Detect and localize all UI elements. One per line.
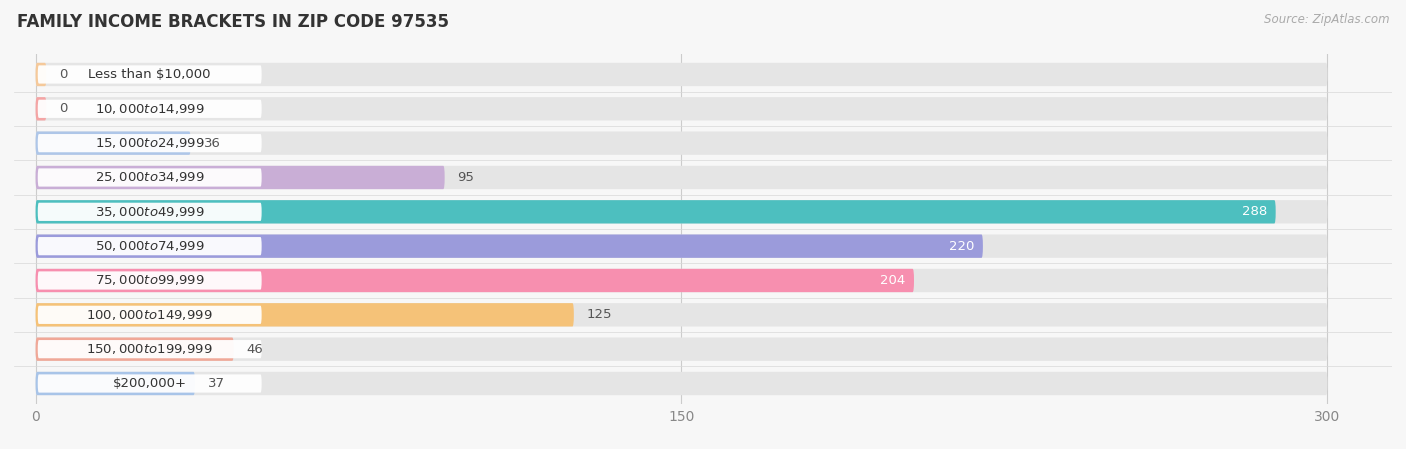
FancyBboxPatch shape: [38, 168, 262, 187]
FancyBboxPatch shape: [35, 372, 1327, 395]
FancyBboxPatch shape: [35, 200, 1327, 224]
Text: $200,000+: $200,000+: [112, 377, 187, 390]
FancyBboxPatch shape: [35, 97, 1327, 120]
FancyBboxPatch shape: [35, 97, 46, 120]
FancyBboxPatch shape: [38, 66, 262, 84]
FancyBboxPatch shape: [35, 132, 1327, 155]
Text: 125: 125: [586, 308, 612, 321]
Text: 95: 95: [457, 171, 474, 184]
FancyBboxPatch shape: [35, 234, 983, 258]
Text: 288: 288: [1241, 205, 1267, 218]
Text: 204: 204: [880, 274, 905, 287]
Text: 46: 46: [246, 343, 263, 356]
FancyBboxPatch shape: [35, 166, 1327, 189]
FancyBboxPatch shape: [35, 338, 1327, 361]
FancyBboxPatch shape: [35, 234, 1327, 258]
FancyBboxPatch shape: [38, 374, 262, 392]
FancyBboxPatch shape: [38, 340, 262, 358]
FancyBboxPatch shape: [38, 306, 262, 324]
FancyBboxPatch shape: [38, 100, 262, 118]
FancyBboxPatch shape: [35, 303, 574, 326]
FancyBboxPatch shape: [35, 269, 1327, 292]
Text: $50,000 to $74,999: $50,000 to $74,999: [94, 239, 204, 253]
FancyBboxPatch shape: [35, 166, 444, 189]
Text: $100,000 to $149,999: $100,000 to $149,999: [86, 308, 212, 322]
FancyBboxPatch shape: [38, 237, 262, 255]
Text: 36: 36: [204, 136, 221, 150]
Text: $15,000 to $24,999: $15,000 to $24,999: [94, 136, 204, 150]
Text: $10,000 to $14,999: $10,000 to $14,999: [94, 102, 204, 116]
Text: 37: 37: [208, 377, 225, 390]
Text: $75,000 to $99,999: $75,000 to $99,999: [94, 273, 204, 287]
FancyBboxPatch shape: [38, 202, 262, 221]
Text: 220: 220: [949, 240, 974, 253]
FancyBboxPatch shape: [35, 63, 1327, 86]
Text: 0: 0: [59, 68, 67, 81]
Text: Less than $10,000: Less than $10,000: [89, 68, 211, 81]
FancyBboxPatch shape: [35, 132, 191, 155]
Text: FAMILY INCOME BRACKETS IN ZIP CODE 97535: FAMILY INCOME BRACKETS IN ZIP CODE 97535: [17, 13, 449, 31]
FancyBboxPatch shape: [38, 134, 262, 152]
Text: 0: 0: [59, 102, 67, 115]
FancyBboxPatch shape: [35, 63, 46, 86]
Text: $35,000 to $49,999: $35,000 to $49,999: [94, 205, 204, 219]
FancyBboxPatch shape: [35, 338, 233, 361]
Text: Source: ZipAtlas.com: Source: ZipAtlas.com: [1264, 13, 1389, 26]
FancyBboxPatch shape: [35, 200, 1275, 224]
FancyBboxPatch shape: [35, 269, 914, 292]
FancyBboxPatch shape: [35, 372, 195, 395]
Text: $25,000 to $34,999: $25,000 to $34,999: [94, 171, 204, 185]
FancyBboxPatch shape: [38, 271, 262, 290]
Text: $150,000 to $199,999: $150,000 to $199,999: [86, 342, 212, 356]
FancyBboxPatch shape: [35, 303, 1327, 326]
